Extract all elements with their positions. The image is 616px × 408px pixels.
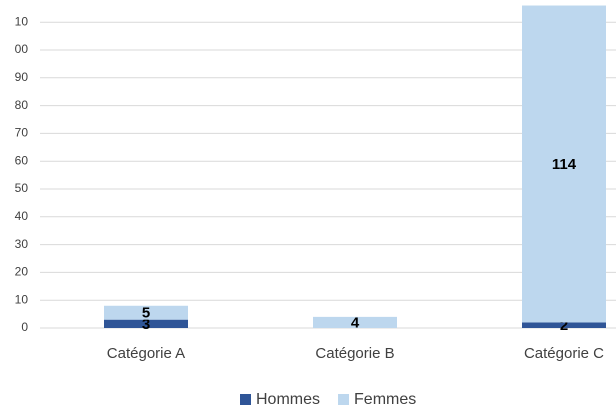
value-label: 114 — [552, 156, 577, 173]
y-tick-label: 80 — [15, 98, 29, 112]
y-tick-label: 60 — [15, 153, 29, 167]
y-tick-label: 10 — [15, 292, 29, 306]
legend-swatch — [338, 394, 350, 405]
y-tick-label: 10 — [15, 14, 29, 28]
x-tick-label: Catégorie A — [107, 345, 185, 362]
y-tick-label: 40 — [15, 209, 29, 223]
value-label: 3 — [142, 316, 150, 333]
y-tick-label: 90 — [15, 70, 29, 84]
y-tick-label: 50 — [15, 181, 29, 195]
y-tick-label: 20 — [15, 265, 29, 279]
x-tick-label: Catégorie C — [524, 345, 604, 362]
bar-segment — [104, 305, 188, 320]
legend-label: Hommes — [256, 391, 320, 408]
legend-label: Femmes — [354, 391, 416, 408]
value-label: 4 — [351, 314, 360, 331]
bar-segment — [522, 322, 606, 328]
legend-swatch — [240, 394, 251, 405]
y-tick-label: 30 — [15, 237, 29, 251]
bar-segment — [104, 319, 188, 328]
bar-segment — [313, 316, 397, 328]
y-tick-label: 00 — [15, 42, 29, 56]
y-tick-label: 70 — [15, 126, 29, 140]
x-tick-label: Catégorie B — [315, 345, 394, 362]
y-tick-label: 0 — [21, 320, 28, 334]
value-label: 5 — [142, 305, 150, 322]
bar-segment — [522, 5, 606, 323]
value-label: 2 — [560, 317, 568, 334]
